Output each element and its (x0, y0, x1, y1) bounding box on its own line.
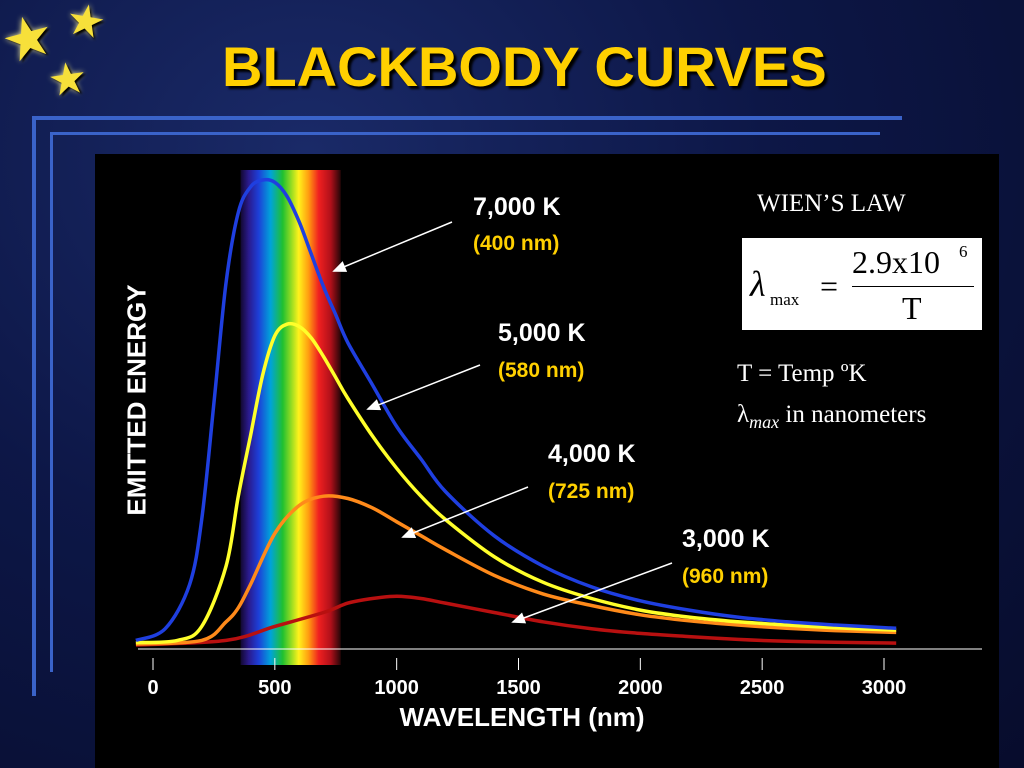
arrowhead (366, 399, 382, 411)
annotation-peak-5000: (580 nm) (498, 359, 585, 382)
x-tick-label: 1500 (496, 677, 541, 699)
curve-5000k (135, 321, 897, 645)
annotation-peak-4000: (725 nm) (548, 480, 635, 503)
lambda-note: λmax in nanometers (737, 401, 926, 433)
curves-layer (135, 177, 897, 647)
fraction-bar (852, 286, 974, 287)
x-tick-label: 2500 (739, 677, 785, 699)
lambda-subscript: max (770, 290, 800, 309)
arrowhead (401, 527, 417, 539)
annotation-arrow (402, 486, 529, 538)
equals-sign: = (820, 268, 839, 304)
lambda-note-subscript: max (749, 412, 780, 432)
annotation-peak-3000: (960 nm) (682, 565, 769, 588)
lambda-note-text: in nanometers (779, 401, 927, 428)
annotation-temp-4000: 4,000 K (548, 440, 636, 468)
x-ticks (152, 658, 885, 670)
x-tick-label: 500 (258, 677, 292, 699)
curve-4000k (135, 494, 897, 646)
y-axis-label: EMITTED ENERGY (121, 284, 152, 516)
annotation-peak-7000: (400 nm) (473, 232, 560, 255)
annotation-arrow (333, 221, 453, 272)
x-tick-label: 3000 (861, 677, 907, 699)
curve-7000k (135, 177, 897, 643)
wien-law-title: WIEN’S LAW (757, 190, 906, 217)
frame-line-left-outer (32, 116, 36, 696)
curve-3000k (135, 594, 897, 647)
x-axis-label: WAVELENGTH (nm) (399, 702, 645, 732)
x-tick-label: 0 (147, 677, 159, 699)
annotation-temp-7000: 7,000 K (473, 193, 561, 221)
frame-line-top-outer (32, 116, 902, 120)
temp-note: T = Temp ºK (737, 360, 867, 387)
annotation-arrow (367, 364, 481, 410)
visible-spectrum-band (240, 170, 341, 665)
formula-denominator: T (902, 290, 922, 326)
wien-formula-box: λ max = 2.9x10 6 T (742, 238, 982, 330)
x-tick-label: 2000 (618, 677, 663, 699)
frame-line-left-inner (50, 132, 53, 672)
x-tick-label: 1000 (374, 677, 419, 699)
lambda-note-symbol: λ (737, 401, 750, 428)
formula-exponent: 6 (959, 242, 968, 261)
frame-line-top-inner (50, 132, 880, 135)
arrowhead (511, 612, 527, 624)
arrowhead (332, 261, 348, 272)
annotation-temp-3000: 3,000 K (682, 525, 770, 553)
lambda-symbol: λ (750, 264, 766, 304)
annotation-arrow (512, 562, 673, 623)
formula-numerator: 2.9x10 (852, 244, 940, 280)
annotation-arrows (332, 221, 673, 624)
annotation-temp-5000: 5,000 K (498, 319, 586, 347)
slide-title: BLACKBODY CURVES (222, 35, 827, 98)
